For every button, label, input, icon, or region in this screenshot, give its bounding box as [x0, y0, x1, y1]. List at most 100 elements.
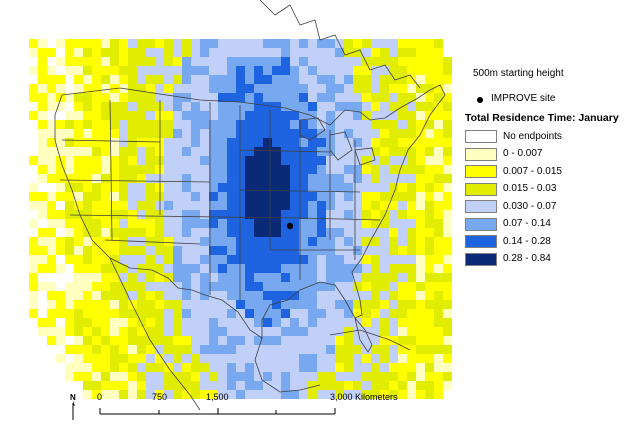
grid-cell [182, 237, 191, 246]
grid-cell [299, 264, 308, 273]
grid-cell [425, 84, 434, 93]
grid-cell [425, 147, 434, 156]
grid-cell [362, 390, 371, 399]
grid-cell [254, 372, 263, 381]
grid-cell [407, 192, 416, 201]
grid-cell [290, 264, 299, 273]
grid-cell [38, 210, 47, 219]
grid-cell [92, 192, 101, 201]
grid-cell [380, 111, 389, 120]
grid-cell [281, 318, 290, 327]
grid-cell [254, 111, 263, 120]
grid-cell [227, 165, 236, 174]
grid-cell [56, 228, 65, 237]
grid-cell [155, 111, 164, 120]
grid-cell [92, 156, 101, 165]
grid-cell [164, 228, 173, 237]
grid-cell [398, 57, 407, 66]
grid-cell [416, 201, 425, 210]
grid-cell [137, 93, 146, 102]
grid-cell [425, 129, 434, 138]
grid-cell [146, 282, 155, 291]
grid-cell [47, 120, 56, 129]
grid-cell [416, 75, 425, 84]
grid-cell [425, 102, 434, 111]
grid-cell [83, 102, 92, 111]
grid-cell [245, 39, 254, 48]
grid-cell [146, 147, 155, 156]
grid-cell [164, 165, 173, 174]
grid-cell [263, 147, 272, 156]
grid-cell [65, 363, 74, 372]
grid-cell [344, 282, 353, 291]
grid-cell [290, 129, 299, 138]
grid-cell [92, 84, 101, 93]
grid-cell [263, 201, 272, 210]
legend-swatch-3 [465, 182, 497, 196]
grid-cell [128, 57, 137, 66]
grid-cell [173, 363, 182, 372]
grid-cell [92, 93, 101, 102]
grid-cell [398, 183, 407, 192]
grid-cell [308, 300, 317, 309]
grid-cell [191, 390, 200, 399]
grid-cell [344, 246, 353, 255]
grid-cell [245, 291, 254, 300]
grid-cell [443, 129, 452, 138]
grid-cell [47, 93, 56, 102]
grid-cell [155, 291, 164, 300]
grid-cell [326, 174, 335, 183]
grid-cell [74, 210, 83, 219]
grid-cell [299, 300, 308, 309]
grid-cell [56, 273, 65, 282]
grid-cell [245, 147, 254, 156]
grid-cell [155, 273, 164, 282]
grid-cell [29, 75, 38, 84]
grid-cell [137, 282, 146, 291]
grid-cell [353, 48, 362, 57]
grid-cell [317, 111, 326, 120]
grid-cell [164, 201, 173, 210]
grid-cell [83, 327, 92, 336]
grid-cell [344, 210, 353, 219]
grid-cell [326, 201, 335, 210]
grid-cell [434, 138, 443, 147]
grid-cell [227, 363, 236, 372]
grid-cell [182, 48, 191, 57]
grid-cell [83, 39, 92, 48]
grid-cell [281, 201, 290, 210]
grid-cell [443, 111, 452, 120]
grid-cell [407, 318, 416, 327]
legend-swatch-7 [465, 252, 497, 266]
grid-cell [254, 174, 263, 183]
grid-cell [299, 174, 308, 183]
grid-cell [263, 363, 272, 372]
grid-cell [335, 345, 344, 354]
grid-cell [443, 120, 452, 129]
grid-cell [137, 75, 146, 84]
grid-cell [236, 201, 245, 210]
grid-cell [434, 390, 443, 399]
grid-cell [443, 381, 452, 390]
grid-cell [29, 120, 38, 129]
grid-cell [254, 282, 263, 291]
grid-cell [389, 75, 398, 84]
grid-cell [272, 147, 281, 156]
grid-cell [443, 390, 452, 399]
grid-cell [92, 102, 101, 111]
grid-cell [173, 390, 182, 399]
grid-cell [173, 111, 182, 120]
grid-cell [407, 201, 416, 210]
grid-cell [200, 165, 209, 174]
grid-cell [254, 273, 263, 282]
grid-cell [272, 66, 281, 75]
grid-cell [380, 363, 389, 372]
grid-cell [182, 93, 191, 102]
grid-cell [389, 84, 398, 93]
grid-cell [128, 282, 137, 291]
grid-cell [308, 156, 317, 165]
grid-cell [245, 120, 254, 129]
grid-cell [65, 219, 74, 228]
grid-cell [218, 147, 227, 156]
